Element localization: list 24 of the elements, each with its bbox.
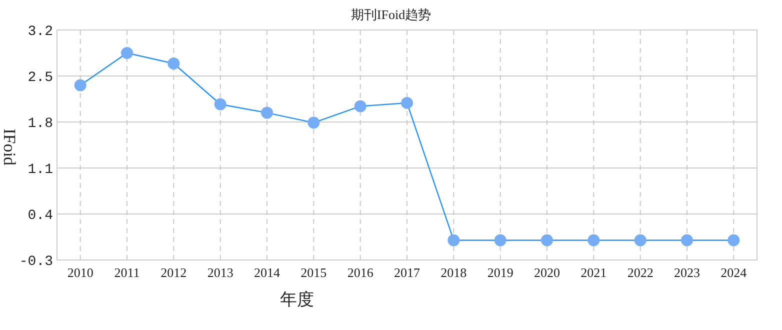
x-tick-label: 2011 <box>114 265 140 280</box>
x-tick-label: 2019 <box>487 265 514 280</box>
x-tick-label: 2021 <box>580 265 607 280</box>
y-tick-label: 3.2 <box>28 24 53 40</box>
x-tick-label: 2010 <box>67 265 94 280</box>
x-tick-label: 2016 <box>347 265 374 280</box>
x-tick-label: 2020 <box>534 265 560 280</box>
x-axis-title: 年度 <box>280 290 314 309</box>
x-tick-label: 2023 <box>674 265 700 280</box>
y-tick-label: 2.5 <box>28 70 53 86</box>
y-tick-label: 0.4 <box>28 208 53 224</box>
y-axis-title: IFoid <box>0 128 19 166</box>
y-tick-label: 1.1 <box>28 162 53 178</box>
y-tick-label: -0.3 <box>19 254 53 270</box>
x-tick-label: 2022 <box>627 265 654 280</box>
x-tick-label: 2024 <box>720 265 748 280</box>
x-tick-label: 2014 <box>254 265 280 280</box>
y-tick-label: 1.8 <box>28 116 53 132</box>
x-tick-label: 2015 <box>300 265 327 280</box>
x-tick-label: 2012 <box>160 265 187 280</box>
x-tick-label: 2018 <box>440 265 467 280</box>
x-tick-label: 2017 <box>394 265 420 280</box>
chart-title: 期刊IFoid趋势 <box>350 7 432 22</box>
x-tick-label: 2013 <box>207 265 234 280</box>
